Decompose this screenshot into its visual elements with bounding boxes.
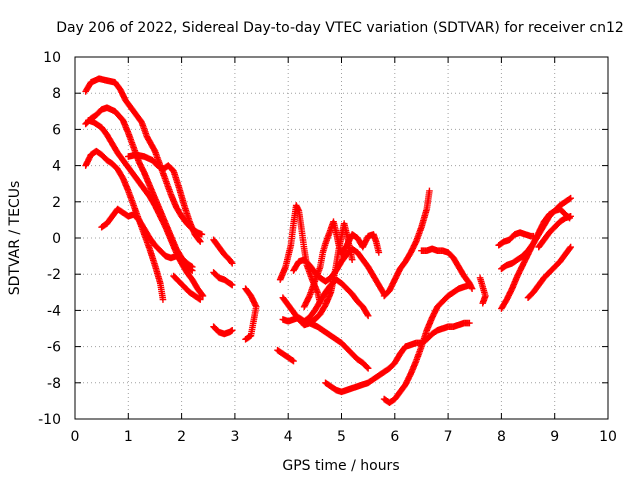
data-point <box>375 249 383 256</box>
x-tick-label: 9 <box>550 429 559 445</box>
y-tick-label: -10 <box>38 412 61 428</box>
data-point <box>468 285 476 292</box>
series-arc-1 <box>82 75 206 238</box>
data-point <box>196 238 204 245</box>
data-point <box>187 266 195 274</box>
data-point <box>364 365 372 372</box>
series-arc-4 <box>82 147 167 303</box>
x-tick-label: 1 <box>124 429 133 445</box>
data-point <box>567 243 574 251</box>
series-arc-10 <box>210 323 236 338</box>
series-arc-17 <box>300 218 383 311</box>
y-tick-label: 2 <box>52 195 61 211</box>
data-points <box>82 75 574 407</box>
data-point <box>348 256 356 264</box>
data-point <box>195 295 203 303</box>
data-point <box>150 146 158 154</box>
series-arc-27 <box>524 243 574 302</box>
x-tick-label: 6 <box>390 429 399 445</box>
data-point <box>243 335 250 342</box>
data-point <box>228 281 236 289</box>
x-tick-label: 10 <box>599 429 617 445</box>
data-point <box>479 299 487 307</box>
x-axis-title: GPS time / hours <box>282 458 399 474</box>
series-arc-19 <box>322 319 473 396</box>
series-arc-23 <box>476 274 489 307</box>
y-axis-title: SDTVAR / TECUs <box>7 181 23 296</box>
data-point <box>290 357 297 365</box>
data-point <box>364 312 372 320</box>
series-arc-12 <box>274 346 297 365</box>
x-tick-label: 0 <box>71 429 80 445</box>
series-arc-5 <box>125 151 204 245</box>
y-tick-label: 8 <box>52 86 61 102</box>
series-arc-20 <box>380 281 473 407</box>
data-point <box>567 194 574 202</box>
x-tick-label: 4 <box>284 429 293 445</box>
data-point <box>198 231 206 238</box>
data-point <box>196 237 203 244</box>
data-point <box>188 267 196 274</box>
data-point <box>363 364 371 371</box>
series-arc-11 <box>242 285 260 343</box>
x-tick-label: 5 <box>337 429 346 445</box>
data-point <box>199 292 207 300</box>
data-point <box>466 319 473 327</box>
data-point <box>426 187 433 195</box>
y-tick-label: 4 <box>52 159 61 175</box>
data-point <box>228 327 236 334</box>
data-point <box>567 212 574 220</box>
data-point <box>364 311 371 318</box>
series-arc-24 <box>495 229 537 249</box>
series-arc-26 <box>498 194 574 273</box>
y-tick-label: 6 <box>52 122 61 138</box>
data-point <box>159 296 167 303</box>
series-arc-22 <box>418 245 476 292</box>
series-arc-21 <box>380 187 433 300</box>
y-tick-label: -8 <box>47 376 61 392</box>
y-tick-label: 0 <box>52 231 61 247</box>
series-arc-8 <box>210 236 236 267</box>
series-arc-18 <box>300 319 372 372</box>
tick-labels: 0 1 2 3 4 5 6 7 8 9 10 -10 -8 -6 -4 -2 0 2 4 6 8 10 <box>38 50 617 445</box>
data-point <box>289 357 296 364</box>
x-tick-label: 7 <box>444 429 453 445</box>
data-point <box>566 195 573 203</box>
series-arc-7 <box>170 272 204 303</box>
series-arc-13 <box>276 202 324 307</box>
plot-frame <box>74 56 609 420</box>
x-tick-label: 3 <box>230 429 239 445</box>
y-tick-label: -4 <box>47 303 61 319</box>
data-point <box>196 296 204 303</box>
y-tick-label: -2 <box>47 267 61 283</box>
data-point <box>198 291 206 299</box>
data-point <box>242 336 249 343</box>
data-point <box>228 258 235 266</box>
x-tick-label: 2 <box>177 429 186 445</box>
chart-title: Day 206 of 2022, Sidereal Day-to-day VTE… <box>56 20 624 36</box>
series-arc-28 <box>535 212 574 251</box>
y-tick-label: -6 <box>47 340 61 356</box>
x-tick-label: 8 <box>497 429 506 445</box>
data-point <box>566 244 574 252</box>
series-arc-9 <box>210 269 236 289</box>
series-arc-6 <box>98 205 196 274</box>
data-point <box>228 260 236 267</box>
y-tick-label: 10 <box>43 50 61 66</box>
